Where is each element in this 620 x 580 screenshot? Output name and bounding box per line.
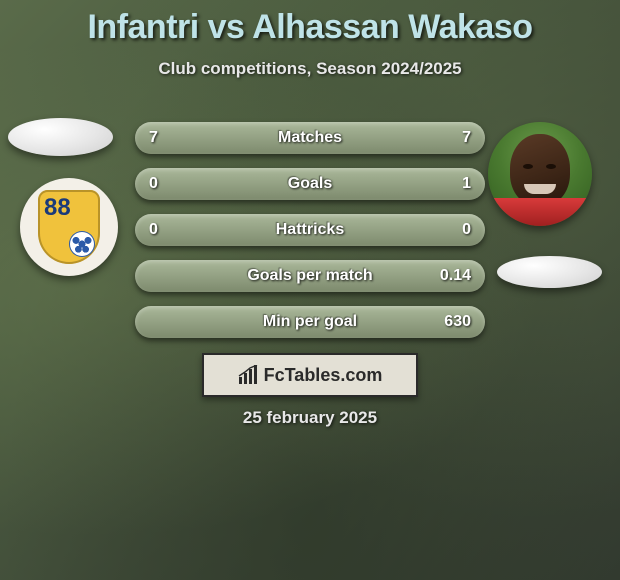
club-left-number: 88 [44, 196, 71, 220]
shield-icon: 88 [38, 190, 100, 264]
stat-row-min-per-goal: Min per goal 630 [135, 306, 485, 338]
comparison-card: Infantri vs Alhassan Wakaso Club competi… [0, 0, 620, 580]
player-right-avatar [488, 122, 592, 226]
stat-right-value: 7 [462, 122, 471, 154]
stat-row-hattricks: 0 Hattricks 0 [135, 214, 485, 246]
stat-row-goals: 0 Goals 1 [135, 168, 485, 200]
player-left-avatar-placeholder [8, 118, 113, 156]
club-right-badge-placeholder [497, 256, 602, 288]
date-text: 25 february 2025 [0, 408, 620, 428]
club-left-badge: 88 [20, 178, 118, 276]
bar-chart-icon [238, 365, 258, 385]
stat-label: Goals [135, 168, 485, 200]
stat-label: Goals per match [135, 260, 485, 292]
subtitle: Club competitions, Season 2024/2025 [0, 59, 620, 79]
stat-right-value: 1 [462, 168, 471, 200]
page-title: Infantri vs Alhassan Wakaso [0, 0, 620, 47]
brand-attribution: FcTables.com [202, 353, 418, 397]
brand-text: FcTables.com [264, 365, 383, 386]
stat-label: Min per goal [135, 306, 485, 338]
stat-bars: 7 Matches 7 0 Goals 1 0 Hattricks 0 Goal… [135, 122, 485, 352]
stat-right-value: 0 [462, 214, 471, 246]
soccer-ball-icon [70, 232, 94, 256]
stat-right-value: 630 [444, 306, 471, 338]
stat-label: Matches [135, 122, 485, 154]
stat-row-goals-per-match: Goals per match 0.14 [135, 260, 485, 292]
stat-label: Hattricks [135, 214, 485, 246]
stat-row-matches: 7 Matches 7 [135, 122, 485, 154]
stat-right-value: 0.14 [440, 260, 471, 292]
